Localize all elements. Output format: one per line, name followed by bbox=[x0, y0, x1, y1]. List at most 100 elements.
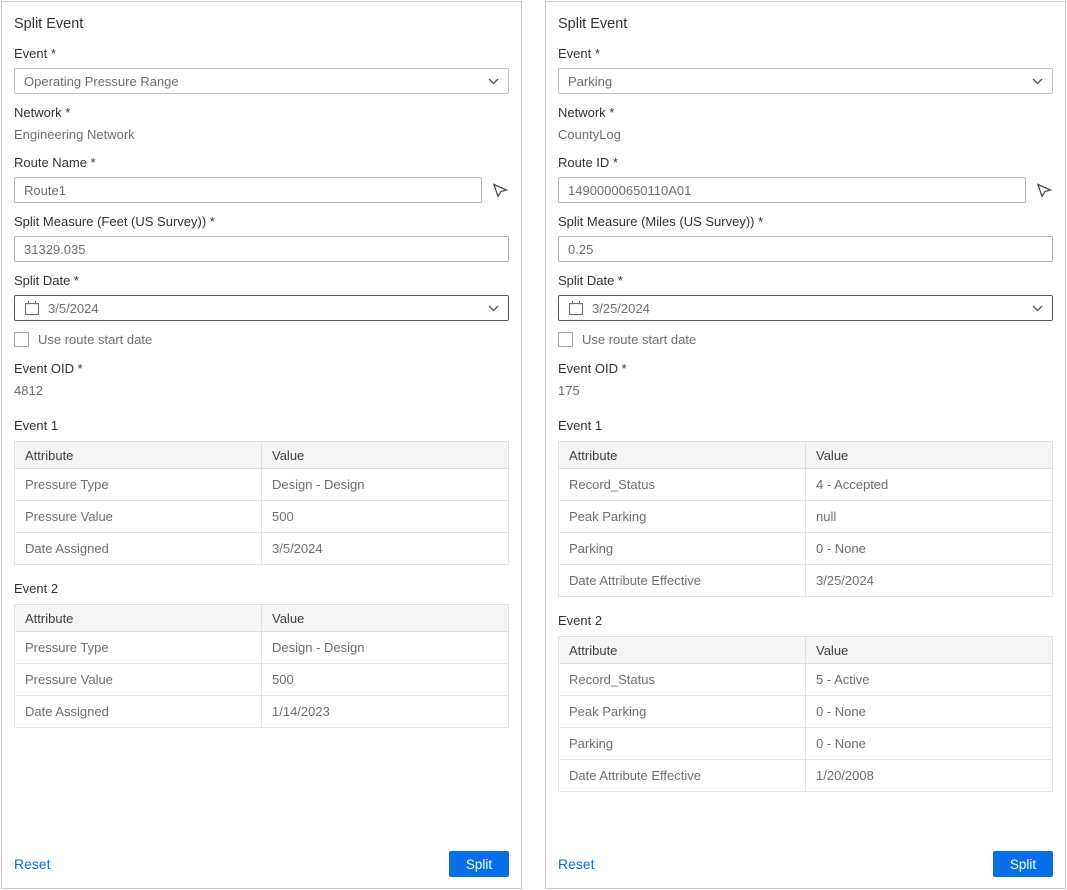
date-field: Split Date * 3/25/2024 bbox=[558, 273, 1053, 321]
table-row: Pressure Type Design - Design bbox=[14, 631, 509, 664]
reset-link[interactable]: Reset bbox=[14, 856, 51, 872]
value-cell: 3/25/2024 bbox=[805, 564, 1053, 597]
attribute-cell: Peak Parking bbox=[558, 695, 806, 728]
event-1-table: Attribute Value Record_Status 4 - Accepte… bbox=[558, 441, 1053, 597]
measure-field: Split Measure (Miles (US Survey)) * bbox=[558, 214, 1053, 262]
route-input[interactable] bbox=[558, 177, 1026, 203]
page-title: Split Event bbox=[558, 16, 628, 32]
select-on-map-arrow-icon[interactable] bbox=[1035, 181, 1053, 199]
network-value: Engineering Network bbox=[14, 127, 135, 142]
date-picker[interactable]: 3/25/2024 bbox=[558, 295, 1053, 321]
table-row: Pressure Value 500 bbox=[14, 663, 509, 696]
event-oid-block: Event OID * 175 bbox=[558, 361, 1053, 400]
reset-link[interactable]: Reset bbox=[558, 856, 595, 872]
attribute-cell: Date Attribute Effective bbox=[558, 564, 806, 597]
route-input[interactable] bbox=[14, 177, 482, 203]
network-label: Network * bbox=[558, 105, 615, 120]
table-header-row: Attribute Value bbox=[558, 636, 1053, 664]
event-2-section: Event 2 Attribute Value Pressure Type Des… bbox=[14, 581, 509, 728]
event-1-section: Event 1 Attribute Value Pressure Type Des… bbox=[14, 418, 509, 565]
event-1-heading: Event 1 bbox=[558, 418, 603, 433]
chevron-down-icon bbox=[488, 78, 499, 85]
event-field: Event * Parking bbox=[558, 46, 1053, 94]
attribute-cell: Parking bbox=[558, 532, 806, 565]
network-label: Network * bbox=[14, 105, 71, 120]
measure-input[interactable] bbox=[14, 236, 509, 262]
use-route-start-date-label: Use route start date bbox=[582, 332, 697, 347]
date-label: Split Date * bbox=[14, 273, 80, 288]
table-row: Peak Parking 0 - None bbox=[558, 695, 1053, 728]
event-1-section: Event 1 Attribute Value Record_Status 4 -… bbox=[558, 418, 1053, 597]
chevron-down-icon bbox=[1032, 78, 1043, 85]
attribute-cell: Date Assigned bbox=[14, 695, 262, 728]
value-column-header: Value bbox=[261, 441, 509, 469]
event-1-table: Attribute Value Pressure Type Design - De… bbox=[14, 441, 509, 565]
table-header-row: Attribute Value bbox=[558, 441, 1053, 469]
value-column-header: Value bbox=[261, 604, 509, 632]
event-select[interactable]: Parking bbox=[558, 68, 1053, 94]
network-field: Network * CountyLog bbox=[558, 105, 1053, 144]
split-button[interactable]: Split bbox=[993, 851, 1053, 877]
value-cell: 0 - None bbox=[805, 727, 1053, 760]
event-2-table: Attribute Value Pressure Type Design - De… bbox=[14, 604, 509, 728]
action-bar: Reset Split bbox=[558, 851, 1053, 877]
date-value: 3/25/2024 bbox=[592, 300, 650, 316]
attribute-cell: Record_Status bbox=[558, 663, 806, 696]
event-oid-value: 175 bbox=[558, 383, 580, 398]
table-row: Date Assigned 3/5/2024 bbox=[14, 532, 509, 565]
attribute-cell: Pressure Value bbox=[14, 500, 262, 533]
split-button[interactable]: Split bbox=[449, 851, 509, 877]
event-2-table: Attribute Value Record_Status 5 - Active P… bbox=[558, 636, 1053, 792]
calendar-icon bbox=[568, 300, 584, 316]
measure-field: Split Measure (Feet (US Survey)) * bbox=[14, 214, 509, 262]
route-label: Route Name * bbox=[14, 155, 96, 170]
value-cell: 1/20/2008 bbox=[805, 759, 1053, 792]
chevron-down-icon bbox=[1032, 305, 1043, 312]
value-cell: 4 - Accepted bbox=[805, 468, 1053, 501]
calendar-icon bbox=[24, 300, 40, 316]
table-row: Date Attribute Effective 3/25/2024 bbox=[558, 564, 1053, 597]
event-select[interactable]: Operating Pressure Range bbox=[14, 68, 509, 94]
date-value: 3/5/2024 bbox=[48, 300, 99, 316]
value-cell: 1/14/2023 bbox=[261, 695, 509, 728]
page-title: Split Event bbox=[14, 16, 84, 32]
table-header-row: Attribute Value bbox=[14, 604, 509, 632]
value-cell: 5 - Active bbox=[805, 663, 1053, 696]
route-field: Route Name * bbox=[14, 155, 509, 203]
attribute-cell: Parking bbox=[558, 727, 806, 760]
use-route-start-date-checkbox[interactable] bbox=[14, 332, 29, 347]
value-cell: Design - Design bbox=[261, 468, 509, 501]
event-1-heading: Event 1 bbox=[14, 418, 59, 433]
route-field: Route ID * bbox=[558, 155, 1053, 203]
table-row: Parking 0 - None bbox=[558, 532, 1053, 565]
attribute-cell: Record_Status bbox=[558, 468, 806, 501]
attribute-cell: Date Assigned bbox=[14, 532, 262, 565]
date-label: Split Date * bbox=[558, 273, 624, 288]
table-header-row: Attribute Value bbox=[14, 441, 509, 469]
attribute-column-header: Attribute bbox=[558, 441, 806, 469]
use-route-start-date-checkbox[interactable] bbox=[558, 332, 573, 347]
date-field: Split Date * 3/5/2024 bbox=[14, 273, 509, 321]
table-row: Peak Parking null bbox=[558, 500, 1053, 533]
attribute-cell: Pressure Value bbox=[14, 663, 262, 696]
table-row: Pressure Type Design - Design bbox=[14, 468, 509, 501]
event-oid-value: 4812 bbox=[14, 383, 43, 398]
chevron-down-icon bbox=[488, 305, 499, 312]
split-event-panel-right: Split Event Event * Parking Network * Co… bbox=[545, 1, 1066, 889]
value-cell: Design - Design bbox=[261, 631, 509, 664]
spacer bbox=[14, 728, 509, 851]
measure-input[interactable] bbox=[558, 236, 1053, 262]
attribute-column-header: Attribute bbox=[14, 441, 262, 469]
table-row: Pressure Value 500 bbox=[14, 500, 509, 533]
date-picker[interactable]: 3/5/2024 bbox=[14, 295, 509, 321]
value-column-header: Value bbox=[805, 636, 1053, 664]
select-on-map-arrow-icon[interactable] bbox=[491, 181, 509, 199]
table-row: Parking 0 - None bbox=[558, 727, 1053, 760]
event-oid-block: Event OID * 4812 bbox=[14, 361, 509, 400]
network-field: Network * Engineering Network bbox=[14, 105, 509, 144]
value-cell: 3/5/2024 bbox=[261, 532, 509, 565]
event-label: Event * bbox=[558, 46, 600, 61]
action-bar: Reset Split bbox=[14, 851, 509, 877]
table-row: Record_Status 4 - Accepted bbox=[558, 468, 1053, 501]
